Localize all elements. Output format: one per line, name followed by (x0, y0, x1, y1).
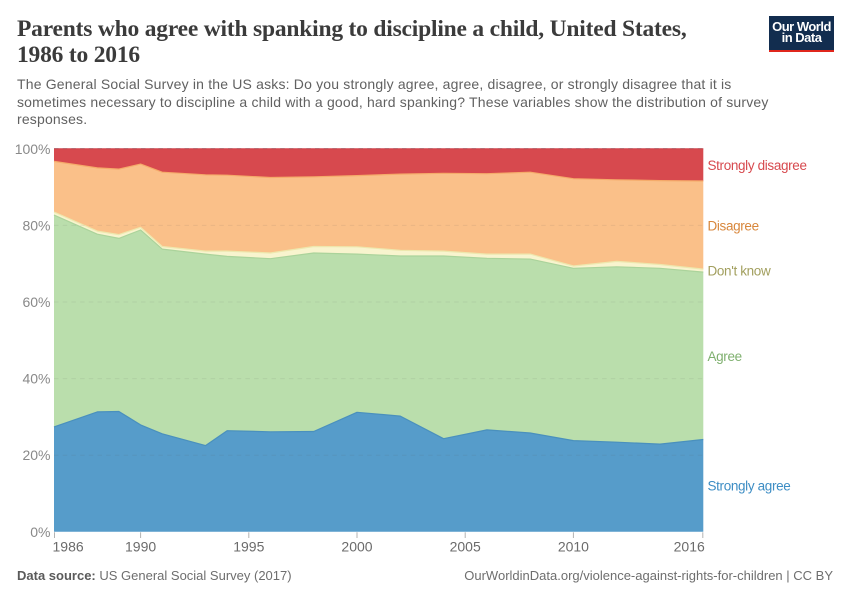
svg-text:1995: 1995 (233, 538, 264, 554)
svg-text:Strongly agree: Strongly agree (708, 479, 791, 494)
svg-text:40%: 40% (22, 371, 50, 387)
svg-text:60%: 60% (22, 294, 50, 310)
svg-text:0%: 0% (30, 524, 50, 540)
svg-text:2005: 2005 (450, 538, 481, 554)
svg-text:Strongly disagree: Strongly disagree (708, 158, 807, 173)
svg-text:2010: 2010 (558, 538, 589, 554)
svg-text:2000: 2000 (341, 538, 372, 554)
svg-text:Don't know: Don't know (708, 264, 771, 279)
svg-text:Agree: Agree (708, 349, 742, 364)
svg-text:Disagree: Disagree (708, 218, 759, 233)
svg-text:80%: 80% (22, 217, 50, 233)
svg-text:100%: 100% (15, 141, 51, 157)
svg-text:1986: 1986 (53, 538, 84, 554)
svg-text:2016: 2016 (674, 538, 705, 554)
svg-text:1990: 1990 (125, 538, 156, 554)
svg-text:20%: 20% (22, 447, 50, 463)
